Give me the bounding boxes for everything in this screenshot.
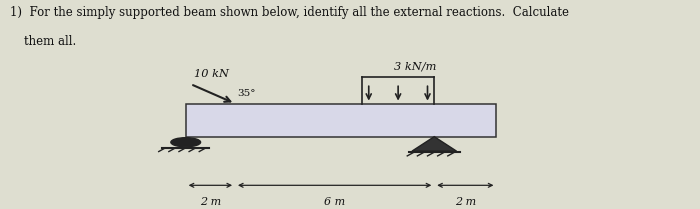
Text: them all.: them all. [24,35,76,48]
Text: 1)  For the simply supported beam shown below, identify all the external reactio: 1) For the simply supported beam shown b… [10,6,569,19]
Text: 6 m: 6 m [324,197,345,207]
Text: 10 kN: 10 kN [194,69,229,79]
Polygon shape [412,137,456,151]
Text: 35°: 35° [237,89,256,98]
Text: 2 m: 2 m [199,197,221,207]
Text: 2 m: 2 m [455,197,476,207]
Circle shape [171,138,201,147]
Text: 3 kN/m: 3 kN/m [394,61,436,71]
Bar [186,103,496,137]
